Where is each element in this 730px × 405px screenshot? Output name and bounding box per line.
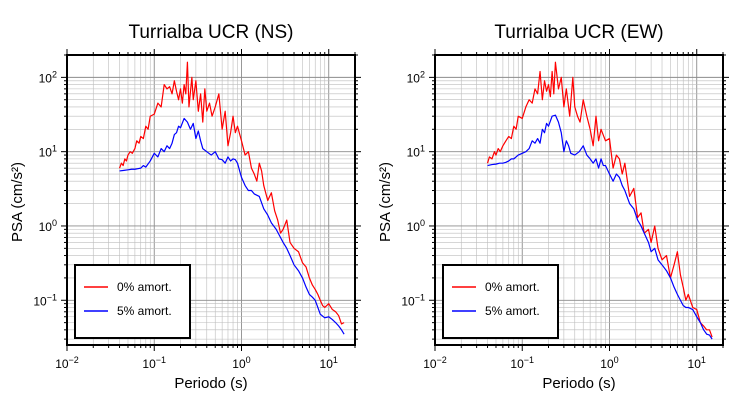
x-tick-label: 10−1 (510, 355, 534, 371)
y-tick-label: 102 (39, 69, 57, 85)
panel-ns: Turrialba UCR (NS) Periodo (s) PSA (cm/s… (9, 22, 361, 392)
legend-box (442, 264, 559, 339)
legend-label: 5% amort. (485, 304, 540, 318)
x-tick-label: 100 (600, 355, 618, 371)
legend: 0% amort. 5% amort. (442, 264, 559, 339)
plot-frame (434, 54, 724, 346)
y-tick-label: 10−1 (401, 292, 425, 308)
series-line-undamped (118, 61, 345, 325)
y-tick-label: 100 (407, 218, 425, 234)
series-line-damped (487, 114, 713, 340)
series-line-damped (119, 117, 345, 335)
series-line-undamped (486, 61, 713, 338)
y-tick-label: 102 (407, 69, 425, 85)
x-tick-label: 101 (688, 355, 706, 371)
x-tick-label: 101 (320, 355, 338, 371)
legend-label: 0% amort. (485, 280, 540, 294)
x-tick-label: 10−1 (142, 355, 166, 371)
x-axis-label: Periodo (s) (174, 375, 247, 392)
y-tick-label: 101 (39, 144, 57, 160)
chart-title: Turrialba UCR (NS) (128, 22, 293, 43)
axis-ticks (61, 49, 361, 351)
x-tick-label: 10−2 (55, 355, 79, 371)
legend-box (74, 264, 191, 339)
x-axis-label: Periodo (s) (542, 375, 615, 392)
x-tick-label: 10−2 (423, 355, 447, 371)
chart-title: Turrialba UCR (EW) (494, 22, 663, 43)
legend-label: 0% amort. (117, 280, 172, 294)
y-tick-label: 100 (39, 218, 57, 234)
legend: 0% amort. 5% amort. (74, 264, 191, 339)
panel-ew: Turrialba UCR (EW) Periodo (s) PSA (cm/s… (377, 22, 729, 392)
plot-frame (66, 54, 356, 346)
gridlines (66, 54, 356, 345)
y-axis-label: PSA (cm/s²) (9, 162, 26, 242)
legend-label: 5% amort. (117, 304, 172, 318)
y-axis-label: PSA (cm/s²) (377, 162, 394, 242)
axis-ticks (429, 49, 729, 351)
y-tick-label: 101 (407, 144, 425, 160)
x-tick-label: 100 (232, 355, 250, 371)
y-tick-label: 10−1 (33, 292, 57, 308)
